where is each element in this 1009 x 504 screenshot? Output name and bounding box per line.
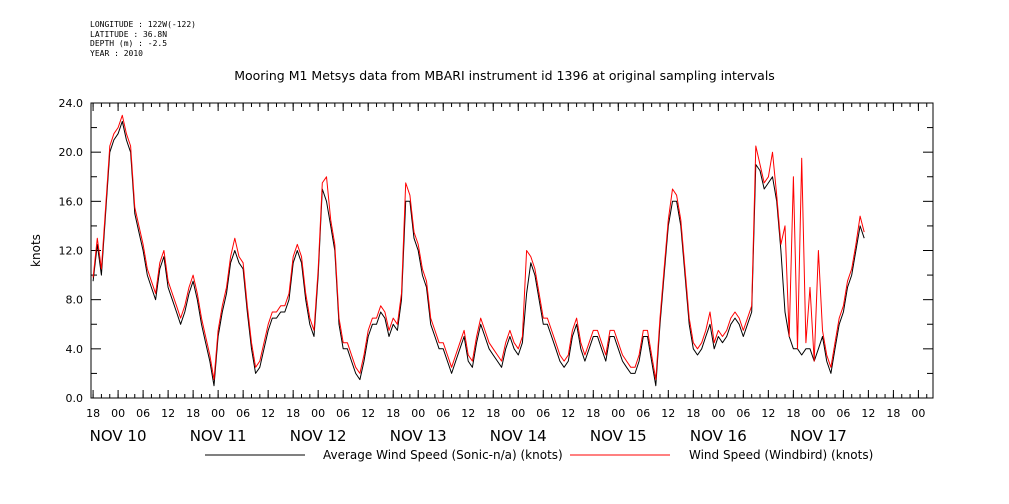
legend-label-windbird: Wind Speed (Windbird) (knots) <box>689 448 873 462</box>
x-tick-label: 06 <box>536 407 550 420</box>
year-label: YEAR : 2010 <box>90 48 143 58</box>
x-tick-label: 18 <box>686 407 700 420</box>
x-tick-label: 18 <box>186 407 200 420</box>
x-tick-label: 00 <box>311 407 325 420</box>
x-tick-label: 18 <box>886 407 900 420</box>
depth-label: DEPTH (m) : -2.5 <box>90 39 168 48</box>
x-tick-label: 00 <box>611 407 625 420</box>
metadata-block: LONGITUDE : 122W(-122) LATITUDE : 36.8N … <box>90 20 196 58</box>
x-tick-label: 18 <box>586 407 600 420</box>
x-tick-label: 00 <box>511 407 525 420</box>
x-day-label: NOV 16 <box>690 427 747 445</box>
y-tick-label: 8.0 <box>66 294 84 307</box>
y-tick-label: 24.0 <box>59 97 84 110</box>
chart-title: Mooring M1 Metsys data from MBARI instru… <box>234 68 775 83</box>
x-tick-label: 00 <box>411 407 425 420</box>
x-tick-label: 18 <box>286 407 300 420</box>
y-tick-label: 16.0 <box>59 195 84 208</box>
x-tick-label: 18 <box>486 407 500 420</box>
x-tick-label: 18 <box>86 407 100 420</box>
x-tick-label: 12 <box>661 407 675 420</box>
series-line-average-wind <box>92 120 865 387</box>
x-tick-label: 12 <box>461 407 475 420</box>
x-tick-label: 12 <box>361 407 375 420</box>
x-tick-label: 00 <box>711 407 725 420</box>
x-tick-label: 00 <box>111 407 125 420</box>
y-axis-label: knots <box>29 234 43 267</box>
longitude-label: LONGITUDE : 122W(-122) <box>90 20 196 29</box>
x-day-label: NOV 14 <box>490 427 547 445</box>
x-day-label: NOV 15 <box>590 427 647 445</box>
x-day-label: NOV 17 <box>790 427 847 445</box>
x-day-label: NOV 12 <box>290 427 347 445</box>
x-tick-label: 00 <box>911 407 925 420</box>
y-tick-label: 20.0 <box>59 146 84 159</box>
x-tick-label: 06 <box>636 407 650 420</box>
x-tick-label: 06 <box>736 407 750 420</box>
x-tick-label: 06 <box>836 407 850 420</box>
latitude-label: LATITUDE : 36.8N <box>90 29 168 39</box>
x-tick-label: 00 <box>811 407 825 420</box>
x-tick-label: 06 <box>236 407 250 420</box>
x-tick-label: 06 <box>336 407 350 420</box>
x-tick-label: 12 <box>561 407 575 420</box>
series-line-windbird <box>92 114 865 381</box>
x-tick-label: 12 <box>861 407 875 420</box>
x-day-label: NOV 11 <box>190 427 247 445</box>
x-day-label: NOV 10 <box>90 427 147 445</box>
x-tick-label: 18 <box>786 407 800 420</box>
x-tick-label: 06 <box>436 407 450 420</box>
x-tick-label: 18 <box>386 407 400 420</box>
x-day-label: NOV 13 <box>390 427 447 445</box>
plot-frame <box>90 102 934 399</box>
y-tick-label: 0.0 <box>66 392 84 405</box>
x-tick-label: 00 <box>211 407 225 420</box>
x-tick-label: 12 <box>261 407 275 420</box>
x-tick-label: 06 <box>136 407 150 420</box>
legend-label-average: Average Wind Speed (Sonic-n/a) (knots) <box>323 448 563 462</box>
y-tick-label: 4.0 <box>66 343 84 356</box>
x-tick-label: 12 <box>161 407 175 420</box>
y-tick-label: 12.0 <box>59 245 84 258</box>
x-tick-label: 12 <box>761 407 775 420</box>
